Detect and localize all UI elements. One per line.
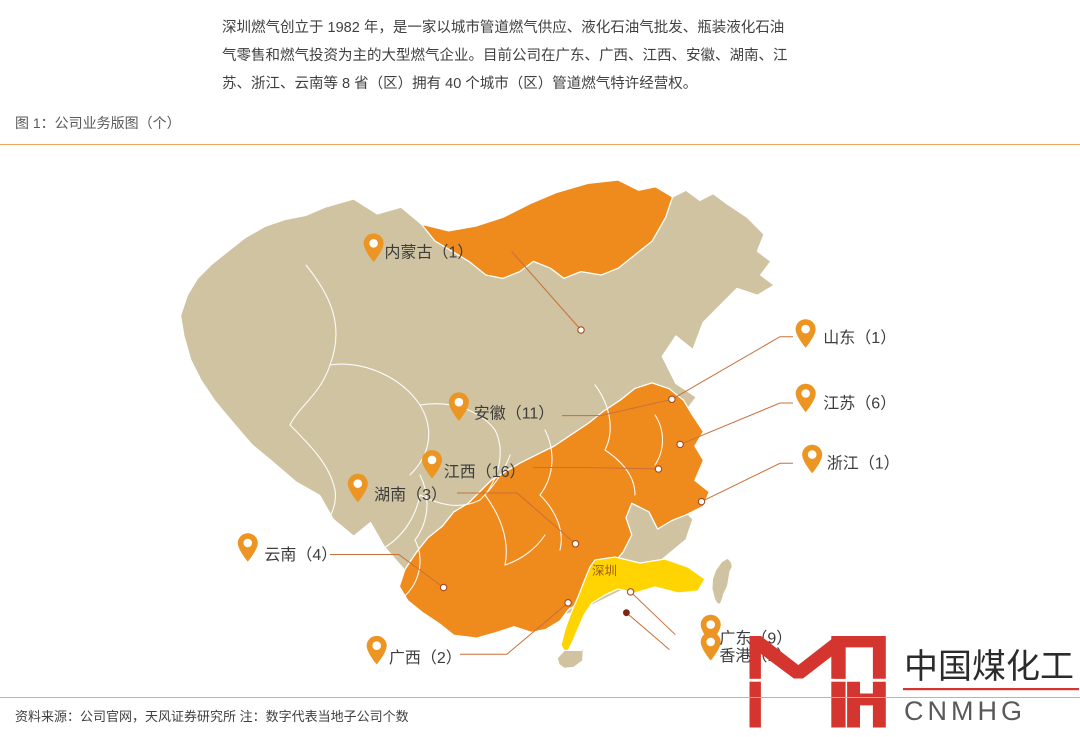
svg-text:深圳: 深圳 <box>592 564 617 578</box>
svg-text:浙江（1）: 浙江（1） <box>827 454 900 472</box>
svg-text:内蒙古（1）: 内蒙古（1） <box>385 243 474 261</box>
svg-text:江西（16）: 江西（16） <box>444 463 526 481</box>
svg-text:CNMHG: CNMHG <box>904 696 1026 726</box>
svg-text:安徽（11）: 安徽（11） <box>474 405 555 423</box>
svg-text:江苏（6）: 江苏（6） <box>823 394 896 412</box>
svg-text:中国煤化工: 中国煤化工 <box>904 648 1074 686</box>
svg-text:云南（4）: 云南（4） <box>264 546 337 564</box>
svg-text:山东（1）: 山东（1） <box>823 329 896 347</box>
svg-text:广西（2）: 广西（2） <box>389 649 462 667</box>
svg-text:湖南（3）: 湖南（3） <box>374 486 447 504</box>
